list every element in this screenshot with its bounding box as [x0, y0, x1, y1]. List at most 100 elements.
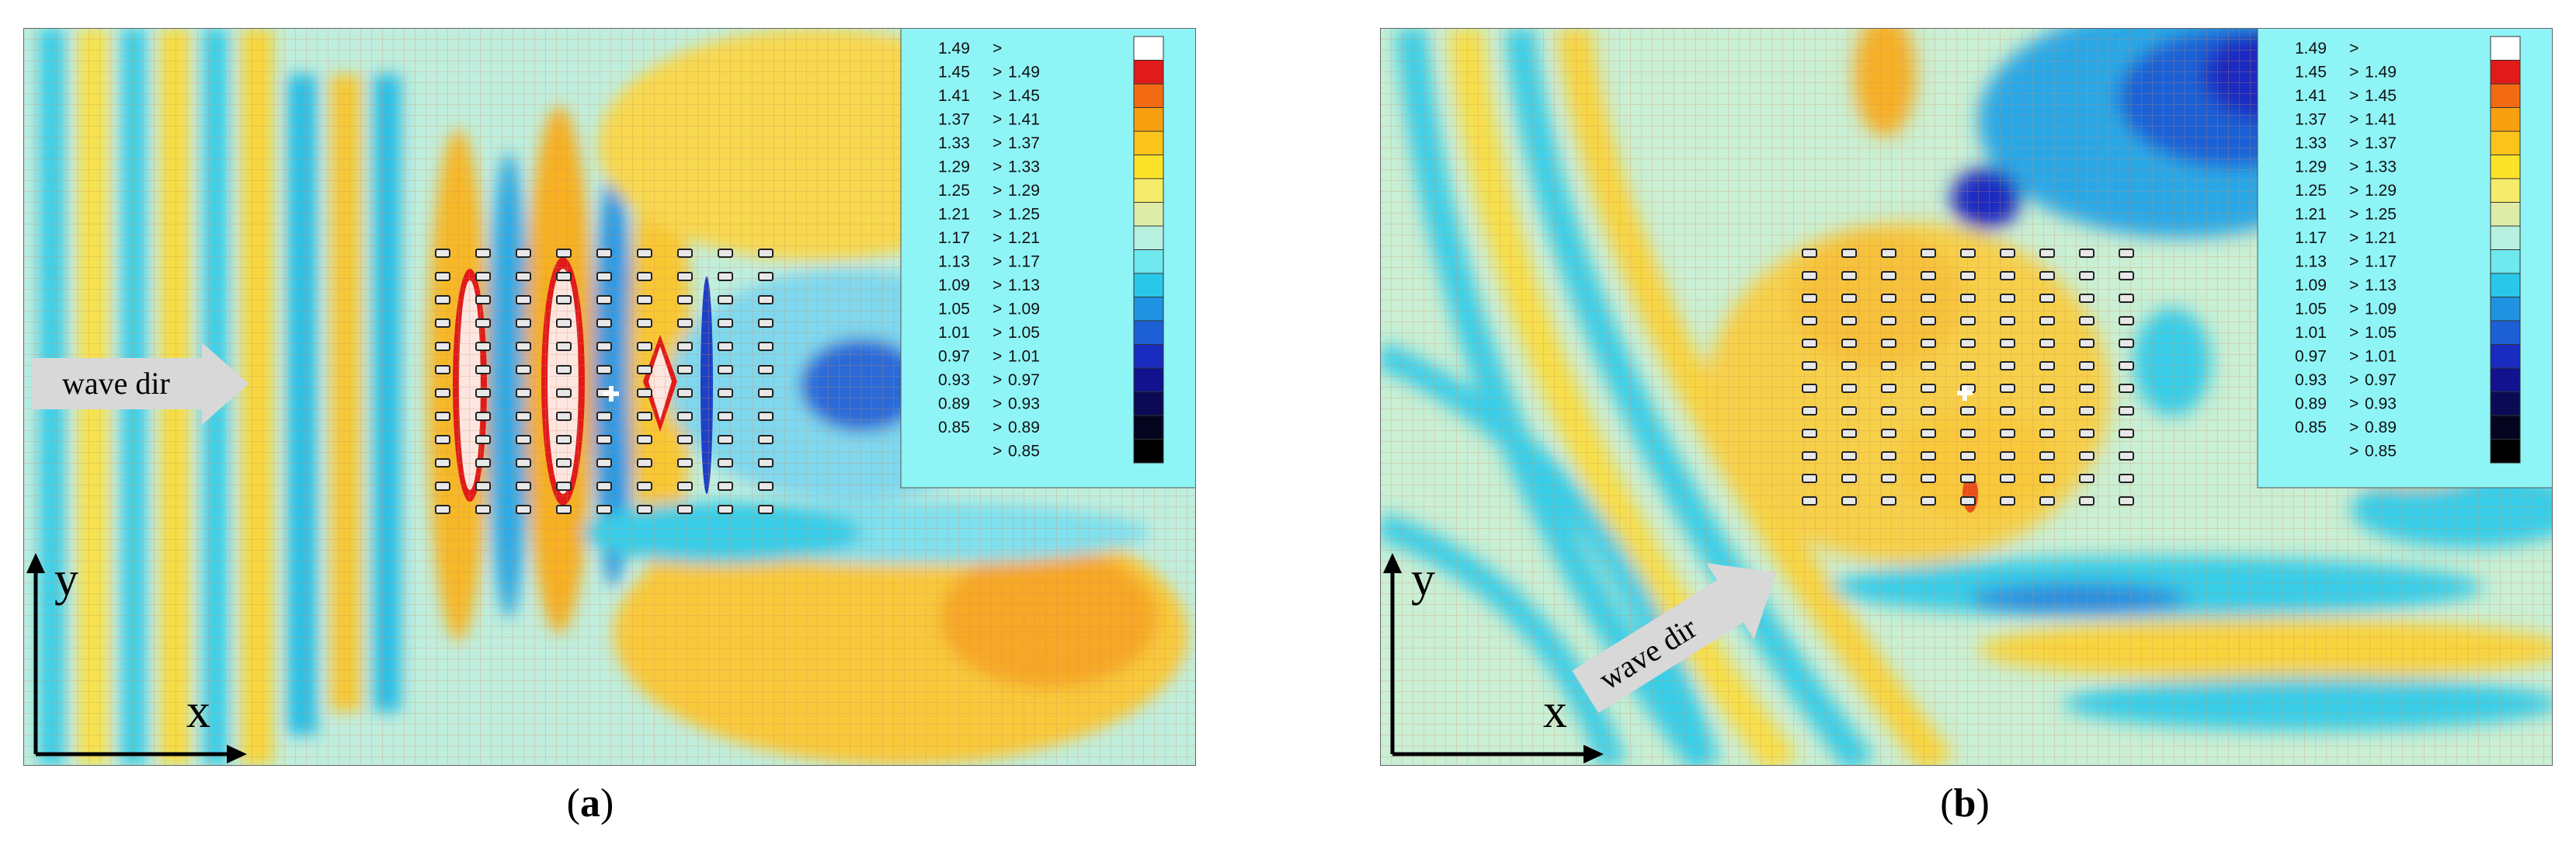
device-marker [1802, 451, 1817, 461]
device-marker [475, 365, 491, 374]
device-marker [556, 249, 572, 258]
legend-high-value: 0.89 [2365, 419, 2397, 436]
device-marker [556, 272, 572, 281]
device-array-a [435, 249, 773, 514]
device-marker [596, 482, 612, 491]
device-marker [556, 295, 572, 304]
device-marker [758, 412, 773, 421]
legend-low-value: 1.21 [2295, 206, 2327, 224]
legend-low-value: 0.93 [938, 371, 970, 389]
legend-high-value: 1.17 [1008, 253, 1040, 271]
device-marker [475, 458, 491, 468]
legend-high-value: 1.05 [1008, 324, 1040, 342]
device-marker [2079, 339, 2095, 348]
legend-low-value: 1.21 [938, 206, 970, 224]
device-marker [1841, 451, 1857, 461]
legend-swatch [1133, 130, 1164, 155]
device-marker [2119, 406, 2134, 416]
legend-swatch [1133, 60, 1164, 85]
device-marker [556, 365, 572, 374]
legend-symbol: > [2349, 134, 2359, 152]
legend-swatch [2490, 60, 2521, 85]
legend-swatch [2490, 130, 2521, 155]
device-marker [2039, 406, 2055, 416]
device-marker [2119, 451, 2134, 461]
legend-high-value: 0.97 [2365, 371, 2397, 389]
legend-symbol: > [2349, 301, 2359, 318]
device-marker [516, 365, 531, 374]
device-marker [677, 412, 693, 421]
legend-swatch [1133, 225, 1164, 250]
device-marker [677, 458, 693, 468]
legend-swatch [2490, 415, 2521, 440]
device-marker [718, 458, 733, 468]
legend-swatch [1133, 320, 1164, 345]
device-marker [1802, 249, 1817, 258]
device-marker [758, 318, 773, 328]
device-marker [1881, 316, 1896, 325]
device-marker [2039, 294, 2055, 303]
device-marker [718, 482, 733, 491]
device-marker [758, 505, 773, 514]
legend-high-value: 0.97 [1008, 371, 1040, 389]
legend-swatch [2490, 202, 2521, 227]
device-marker [2119, 294, 2134, 303]
device-marker [758, 365, 773, 374]
device-marker [556, 388, 572, 398]
device-marker [516, 342, 531, 351]
device-marker [1960, 406, 1976, 416]
device-marker [1841, 496, 1857, 506]
device-marker [677, 272, 693, 281]
legend-low-value: 0.93 [2295, 371, 2327, 389]
device-marker [1960, 316, 1976, 325]
device-marker [596, 272, 612, 281]
device-marker [2079, 406, 2095, 416]
device-marker [1802, 384, 1817, 393]
legend-symbol: > [2349, 182, 2359, 200]
device-marker [637, 482, 652, 491]
device-marker [2079, 316, 2095, 325]
legend-swatch [2490, 36, 2521, 61]
device-marker [435, 435, 450, 444]
legend-swatch [1133, 415, 1164, 440]
legend-high-value: 1.41 [2365, 111, 2397, 129]
device-marker [637, 295, 652, 304]
legend-symbol: > [2349, 443, 2359, 461]
device-marker [718, 435, 733, 444]
legend-symbol: > [2349, 395, 2359, 413]
legend-high-value: 1.33 [1008, 158, 1040, 176]
legend-swatch [2490, 391, 2521, 416]
legend-symbol: > [993, 182, 1002, 200]
device-marker [475, 318, 491, 328]
legend-swatch [1133, 178, 1164, 203]
legend-symbol: > [993, 371, 1002, 389]
legend-low-value: 0.89 [938, 395, 970, 413]
device-marker [718, 342, 733, 351]
device-marker [2000, 316, 2015, 325]
device-marker [1841, 406, 1857, 416]
device-marker [637, 272, 652, 281]
device-marker [1841, 339, 1857, 348]
device-marker [435, 412, 450, 421]
legend-symbol: > [993, 395, 1002, 413]
legend-symbol: > [993, 443, 1002, 461]
caption-open: ( [1940, 781, 1954, 826]
legend-high-value: 0.85 [1008, 443, 1040, 461]
device-marker [516, 388, 531, 398]
device-marker [1921, 384, 1936, 393]
device-marker [556, 435, 572, 444]
legend-symbol: > [993, 324, 1002, 342]
legend-low-value: 1.33 [2295, 134, 2327, 152]
device-marker [1921, 451, 1936, 461]
device-marker [677, 365, 693, 374]
device-marker [516, 458, 531, 468]
device-marker [2000, 429, 2015, 438]
device-marker [2079, 249, 2095, 258]
device-marker [596, 458, 612, 468]
legend-symbol: > [2349, 111, 2359, 129]
device-marker [1802, 361, 1817, 370]
device-marker [516, 482, 531, 491]
legend-high-value: 1.29 [1008, 182, 1040, 200]
device-marker [1802, 339, 1817, 348]
legend-swatch [2490, 178, 2521, 203]
